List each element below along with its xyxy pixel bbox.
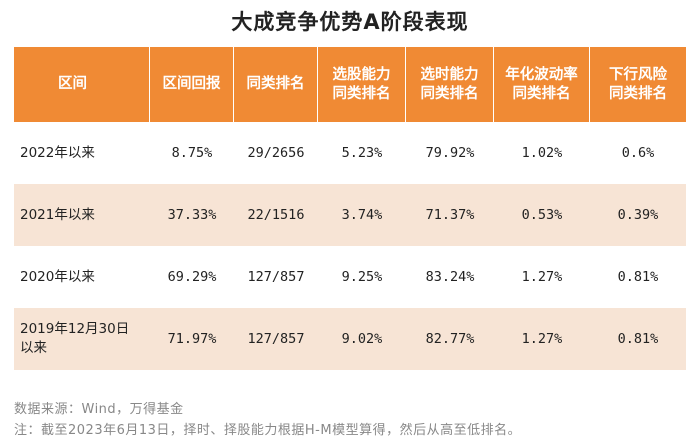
- table-row: 2021年以来 37.33% 22/1516 3.74% 71.37% 0.53…: [14, 184, 686, 246]
- period-line: 以来: [20, 340, 47, 356]
- table-row: 2020年以来 69.29% 127/857 9.25% 83.24% 1.27…: [14, 246, 686, 308]
- header-return: 区间回报: [150, 47, 234, 122]
- header-label: 年化波动率: [505, 66, 578, 83]
- header-timing: 选时能力 同类排名: [406, 47, 494, 122]
- volatility-cell: 1.02%: [494, 122, 590, 184]
- period-line: 2019年12月30日: [20, 321, 130, 337]
- volatility-cell: 0.53%: [494, 184, 590, 246]
- timing-cell: 83.24%: [406, 246, 494, 308]
- period-cell: 2019年12月30日 以来: [14, 308, 150, 370]
- period-cell: 2022年以来: [14, 122, 150, 184]
- header-label: 区间: [58, 76, 87, 92]
- header-rank: 同类排名: [234, 47, 318, 122]
- header-label: 同类排名: [332, 85, 391, 102]
- rank-cell: 127/857: [234, 308, 318, 370]
- rank-cell: 127/857: [234, 246, 318, 308]
- header-row: 区间 区间回报 同类排名 选股能力同类排名 选时能力同类排名 年化波动率同类排名…: [14, 47, 686, 122]
- header-label: 区间回报: [162, 76, 221, 92]
- table-row: 2019年12月30日 以来 71.97% 127/857 9.02% 82.77…: [14, 308, 686, 370]
- header-label: 下行风险: [609, 66, 667, 83]
- stock-picking-cell: 9.25%: [318, 246, 406, 308]
- volatility-cell: 1.27%: [494, 246, 590, 308]
- return-cell: 37.33%: [150, 184, 234, 246]
- downside-risk-cell: 0.6%: [590, 122, 686, 184]
- timing-cell: 71.37%: [406, 184, 494, 246]
- header-label: 选时能力: [420, 66, 479, 83]
- header-stock-picking: 选股能力 同类排名: [318, 47, 406, 122]
- downside-risk-cell: 0.39%: [590, 184, 686, 246]
- methodology-note: 注：截至2023年6月13日，择时、择股能力根据H-M模型算得，然后从高至低排名…: [14, 423, 522, 438]
- timing-cell: 79.92%: [406, 122, 494, 184]
- rank-cell: 22/1516: [234, 184, 318, 246]
- header-label: 同类排名: [420, 85, 479, 102]
- header-label: 同类排名: [512, 85, 571, 102]
- volatility-cell: 1.27%: [494, 308, 590, 370]
- rank-cell: 29/2656: [234, 122, 318, 184]
- downside-risk-cell: 0.81%: [590, 246, 686, 308]
- return-cell: 69.29%: [150, 246, 234, 308]
- return-cell: 8.75%: [150, 122, 234, 184]
- header-period: 区间: [14, 47, 150, 122]
- table-title: 大成竞争优势A阶段表现: [231, 10, 469, 34]
- header-downside-risk: 下行风险 同类排名: [590, 47, 686, 122]
- table-row: 2022年以来 8.75% 29/2656 5.23% 79.92% 1.02%…: [14, 122, 686, 184]
- stock-picking-cell: 3.74%: [318, 184, 406, 246]
- timing-cell: 82.77%: [406, 308, 494, 370]
- header-label: 同类排名: [609, 85, 667, 102]
- stock-picking-cell: 9.02%: [318, 308, 406, 370]
- header-label: 同类排名: [246, 76, 305, 92]
- header-label: 选股能力: [332, 66, 391, 83]
- header-volatility: 年化波动率 同类排名: [494, 47, 590, 122]
- downside-risk-cell: 0.81%: [590, 308, 686, 370]
- return-cell: 71.97%: [150, 308, 234, 370]
- period-cell: 2021年以来: [14, 184, 150, 246]
- stock-picking-cell: 5.23%: [318, 122, 406, 184]
- source-note: 数据来源：Wind，万得基金: [14, 402, 184, 417]
- performance-table: 区间 区间回报 同类排名 选股能力同类排名 选时能力同类排名 年化波动率同类排名…: [14, 47, 686, 370]
- period-cell: 2020年以来: [14, 246, 150, 308]
